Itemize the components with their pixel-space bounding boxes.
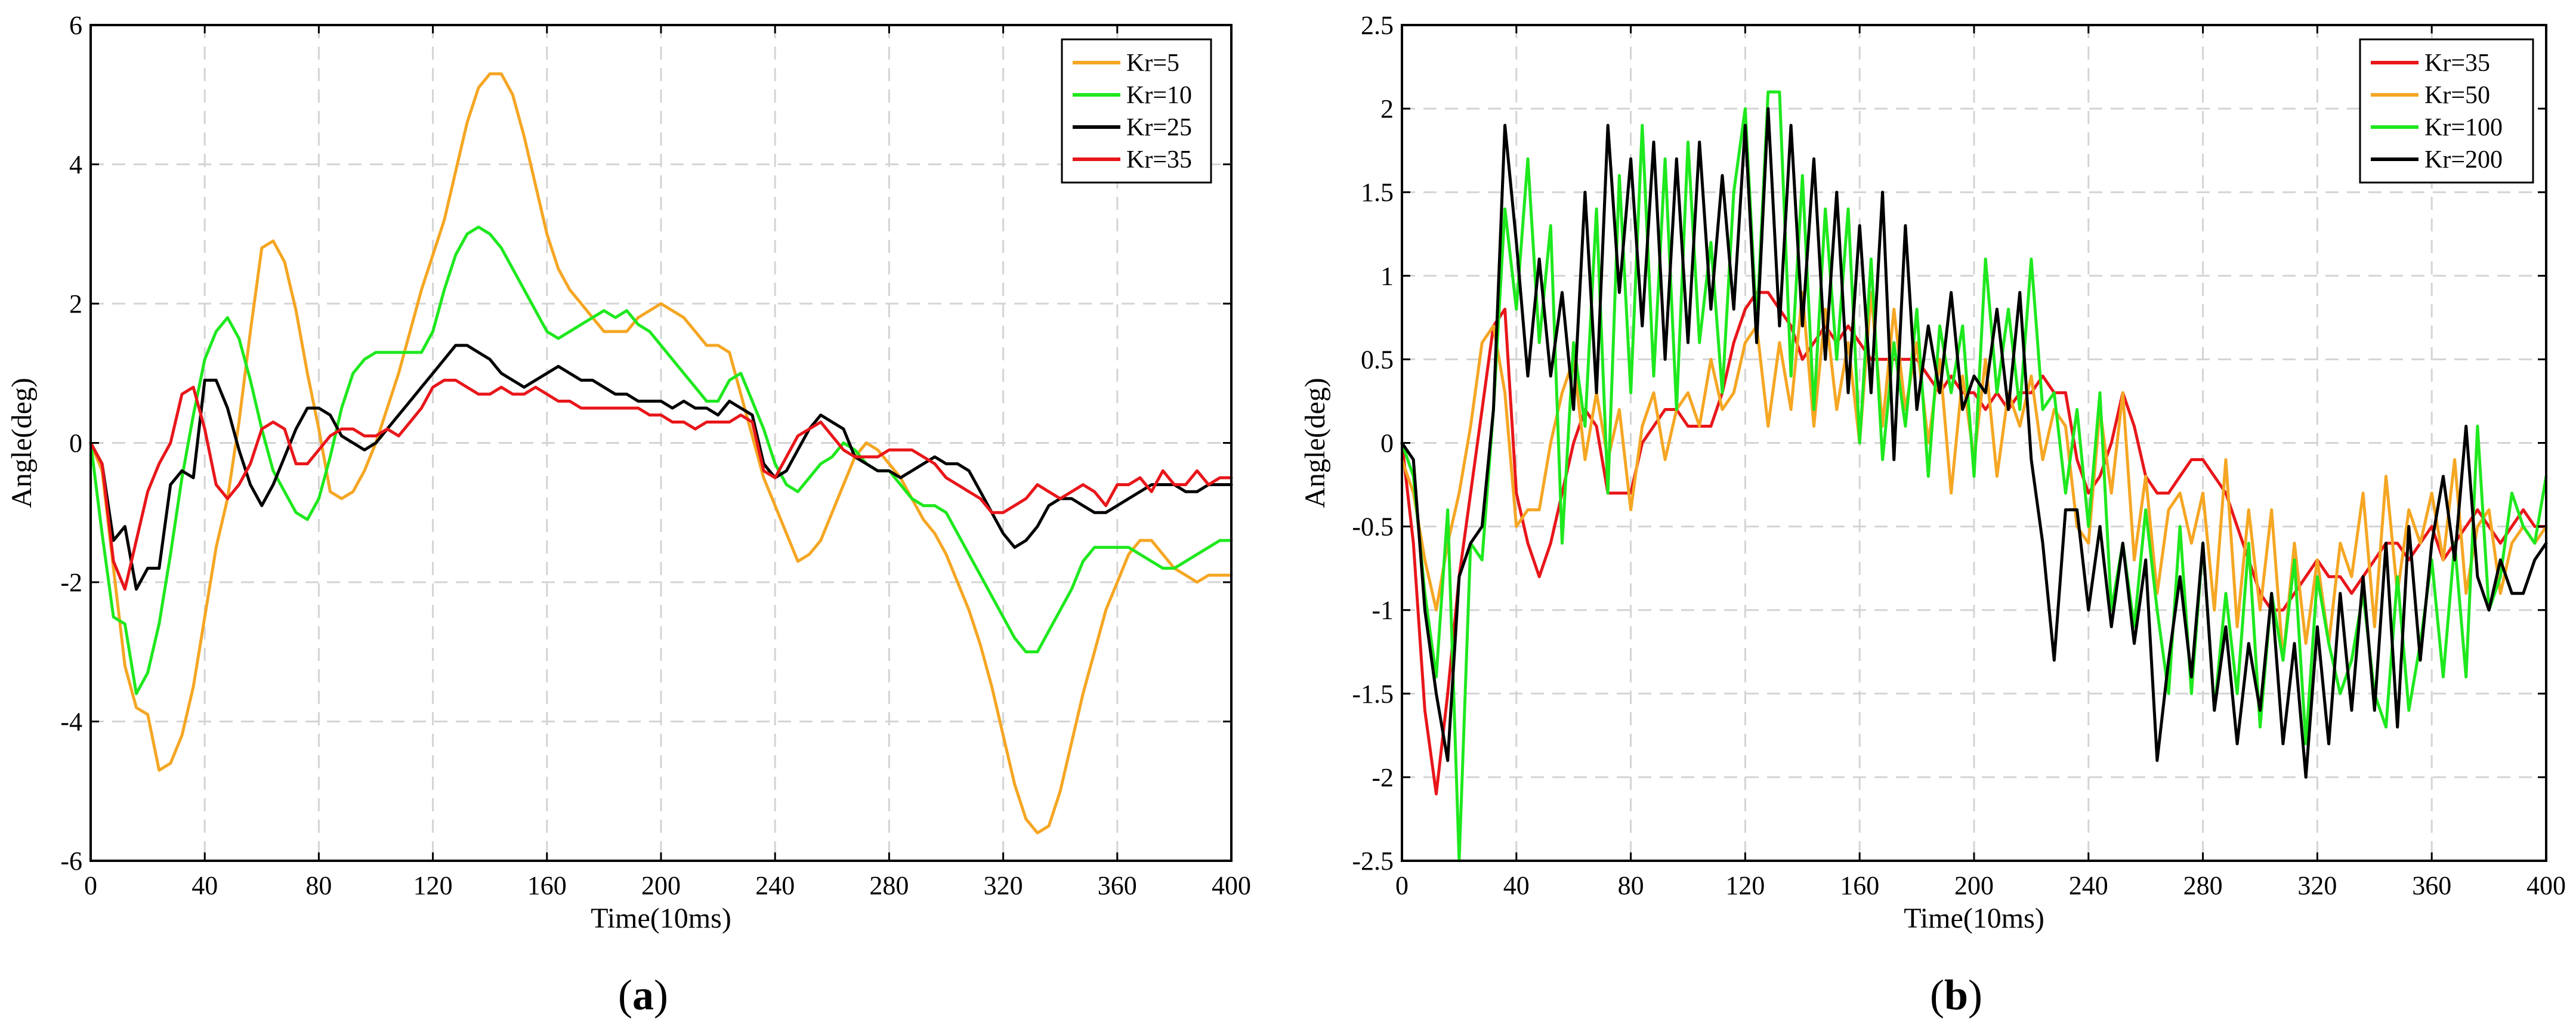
x-tick-label-a: 240 (755, 871, 795, 900)
x-tick-label-b: 280 (2183, 871, 2223, 900)
y-tick-label-b: -1.5 (1352, 679, 1394, 709)
legend-label-b: Kr=50 (2424, 82, 2490, 109)
x-axis-label-b: Time(10ms) (1904, 903, 2044, 934)
legend-label-b: Kr=35 (2424, 50, 2490, 77)
x-tick-label-a: 400 (1212, 871, 1251, 900)
x-tick-label-b: 400 (2526, 871, 2566, 900)
series-layer-b (1400, 90, 2548, 863)
y-tick-label-b: -2.5 (1352, 846, 1394, 876)
y-tick-label-b: 0 (1380, 429, 1394, 458)
legend-label-a: Kr=5 (1126, 50, 1179, 77)
series-line-kr-100-b (1400, 90, 2548, 863)
y-tick-label-a: -2 (60, 568, 82, 597)
legend-label-b: Kr=100 (2424, 114, 2503, 141)
x-tick-label-b: 240 (2069, 871, 2108, 900)
y-axis-label-b: Angle(deg) (1299, 378, 1331, 508)
x-tick-label-b: 0 (1395, 871, 1409, 900)
ticks-a: 0 40 80 120 160 200 240 280 320 360 400 -6 -4 -2 0 2 4 6 (60, 11, 1251, 900)
x-tick-label-a: 160 (527, 871, 567, 900)
series-line-kr-35-a (89, 378, 1233, 591)
ticks-b: 0 40 80 120 160 200 240 280 320 360 400-2.5-2-1.5-… (1352, 11, 2566, 900)
legend-label-a: Kr=10 (1126, 82, 1192, 109)
x-tick-label-a: 320 (984, 871, 1023, 900)
panel-label-a: (a) (618, 971, 668, 1019)
legend-label-b: Kr=200 (2424, 146, 2503, 174)
x-tick-label-a: 280 (869, 871, 909, 900)
x-tick-label-b: 120 (1725, 871, 1765, 900)
x-tick-label-b: 320 (2297, 871, 2337, 900)
y-tick-label-b: -1 (1372, 596, 1394, 625)
y-tick-label-b: 2 (1380, 94, 1394, 123)
legend-a: Kr=5 Kr=10 Kr=25 Kr=35 (1061, 38, 1212, 184)
y-tick-label-a: 4 (69, 150, 82, 180)
y-axis-label-a: Angle(deg) (6, 378, 38, 508)
legend-b: Kr=35 Kr=50 Kr=100 Kr=200 (2359, 38, 2534, 184)
panel-label-b: (b) (1930, 971, 1982, 1019)
x-tick-label-a: 80 (305, 871, 332, 900)
x-tick-label-b: 160 (1840, 871, 1879, 900)
x-tick-label-b: 360 (2412, 871, 2451, 900)
x-tick-label-a: 200 (641, 871, 681, 900)
y-tick-label-b: 1 (1380, 261, 1394, 291)
chart-panel-a: 0 40 80 120 160 200 240 280 320 360 400-6-4-20246 … (6, 11, 1251, 1019)
x-tick-label-b: 80 (1618, 871, 1644, 900)
y-tick-label-a: -4 (60, 707, 82, 737)
x-tick-label-a: 360 (1098, 871, 1137, 900)
series-line-kr-200-b (1400, 107, 2548, 779)
y-tick-label-a: 0 (69, 429, 82, 458)
x-tick-label-a: 40 (191, 871, 218, 900)
x-axis-label-a: Time(10ms) (591, 903, 731, 934)
x-tick-label-b: 40 (1503, 871, 1530, 900)
series-line-kr-25-a (89, 344, 1233, 591)
chart-panel-b: 0 40 80 120 160 200 240 280 320 360 400-2.5-2-1.5-… (1299, 11, 2566, 1019)
x-tick-label-b: 200 (1954, 871, 1994, 900)
y-tick-label-b: -2 (1372, 763, 1394, 792)
x-tick-label-a: 120 (413, 871, 453, 900)
series-line-kr-5-a (89, 72, 1233, 835)
legend-label-a: Kr=25 (1126, 114, 1192, 141)
y-tick-label-b: 2.5 (1361, 11, 1394, 40)
y-tick-label-a: 2 (69, 289, 82, 319)
x-tick-label-a: 0 (84, 871, 97, 900)
y-tick-label-b: 1.5 (1361, 178, 1394, 207)
series-layer-a (89, 72, 1233, 835)
y-tick-label-a: 6 (69, 11, 82, 40)
panel-letter-a: a (632, 971, 654, 1019)
y-tick-label-b: 0.5 (1361, 345, 1394, 374)
y-tick-label-b: -0.5 (1352, 512, 1394, 542)
y-tick-label-a: -6 (60, 846, 82, 876)
legend-label-a: Kr=35 (1126, 146, 1192, 174)
panel-letter-b: b (1944, 971, 1968, 1019)
series-line-kr-10-a (89, 225, 1233, 696)
